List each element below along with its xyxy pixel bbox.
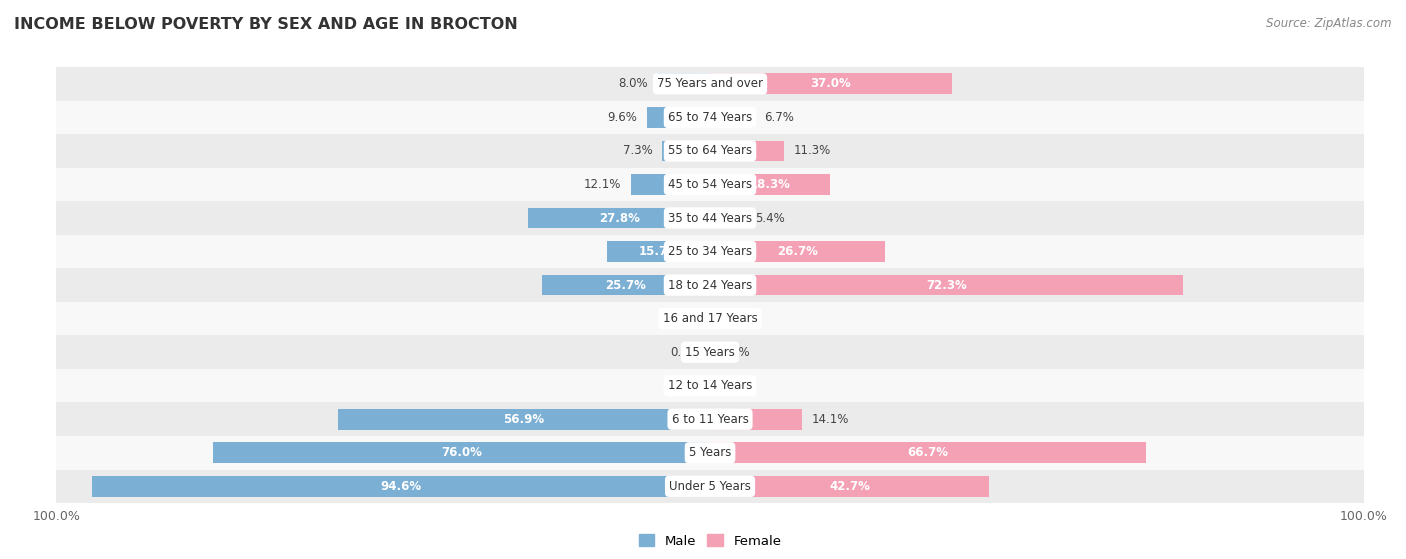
Bar — [56, 335, 1364, 369]
Bar — [56, 201, 1364, 235]
Text: 45 to 54 Years: 45 to 54 Years — [668, 178, 752, 191]
Bar — [91, 476, 710, 497]
Text: 26.7%: 26.7% — [778, 245, 818, 258]
Text: 5.4%: 5.4% — [755, 211, 785, 225]
Text: 11.3%: 11.3% — [794, 144, 831, 158]
Text: 14.1%: 14.1% — [813, 413, 849, 426]
Bar — [56, 67, 1364, 101]
Text: 0.0%: 0.0% — [720, 345, 749, 359]
Text: Under 5 Years: Under 5 Years — [669, 480, 751, 493]
Text: 12 to 14 Years: 12 to 14 Years — [668, 379, 752, 392]
Bar — [56, 101, 1364, 134]
Bar — [56, 302, 1364, 335]
Bar — [647, 107, 710, 128]
Bar — [710, 241, 884, 262]
Text: INCOME BELOW POVERTY BY SEX AND AGE IN BROCTON: INCOME BELOW POVERTY BY SEX AND AGE IN B… — [14, 17, 517, 32]
Text: 42.7%: 42.7% — [830, 480, 870, 493]
Bar — [56, 168, 1364, 201]
Bar — [214, 442, 710, 463]
Bar — [710, 140, 785, 162]
Text: 18 to 24 Years: 18 to 24 Years — [668, 278, 752, 292]
Bar — [529, 207, 710, 229]
Text: 72.3%: 72.3% — [927, 278, 967, 292]
Bar — [56, 402, 1364, 436]
Text: Source: ZipAtlas.com: Source: ZipAtlas.com — [1267, 17, 1392, 30]
Bar — [710, 409, 803, 430]
Bar — [56, 436, 1364, 470]
Bar — [56, 134, 1364, 168]
Legend: Male, Female: Male, Female — [633, 529, 787, 553]
Text: 9.6%: 9.6% — [607, 111, 637, 124]
Bar — [56, 470, 1364, 503]
Bar — [662, 140, 710, 162]
Bar — [710, 73, 952, 94]
Text: 6 to 11 Years: 6 to 11 Years — [672, 413, 748, 426]
Bar — [56, 235, 1364, 268]
Text: 15.7%: 15.7% — [638, 245, 679, 258]
Text: 56.9%: 56.9% — [503, 413, 544, 426]
Text: 5 Years: 5 Years — [689, 446, 731, 459]
Bar — [658, 73, 710, 94]
Text: 25.7%: 25.7% — [606, 278, 647, 292]
Bar — [710, 442, 1146, 463]
Text: 0.0%: 0.0% — [671, 345, 700, 359]
Bar — [56, 369, 1364, 402]
Text: 6.7%: 6.7% — [763, 111, 793, 124]
Text: 7.3%: 7.3% — [623, 144, 652, 158]
Text: 66.7%: 66.7% — [907, 446, 949, 459]
Text: 55 to 64 Years: 55 to 64 Years — [668, 144, 752, 158]
Text: 25 to 34 Years: 25 to 34 Years — [668, 245, 752, 258]
Text: 15 Years: 15 Years — [685, 345, 735, 359]
Text: 12.1%: 12.1% — [583, 178, 621, 191]
Bar — [541, 274, 710, 296]
Text: 65 to 74 Years: 65 to 74 Years — [668, 111, 752, 124]
Text: 0.0%: 0.0% — [671, 312, 700, 325]
Bar — [337, 409, 710, 430]
Text: 94.6%: 94.6% — [380, 480, 422, 493]
Bar — [710, 107, 754, 128]
Text: 37.0%: 37.0% — [811, 77, 852, 91]
Text: 8.0%: 8.0% — [619, 77, 648, 91]
Bar — [710, 174, 830, 195]
Bar — [710, 476, 990, 497]
Text: 0.0%: 0.0% — [671, 379, 700, 392]
Bar — [56, 268, 1364, 302]
Bar — [710, 207, 745, 229]
Text: 0.0%: 0.0% — [720, 379, 749, 392]
Bar — [631, 174, 710, 195]
Bar — [607, 241, 710, 262]
Bar — [710, 274, 1182, 296]
Text: 27.8%: 27.8% — [599, 211, 640, 225]
Text: 18.3%: 18.3% — [749, 178, 790, 191]
Text: 75 Years and over: 75 Years and over — [657, 77, 763, 91]
Text: 16 and 17 Years: 16 and 17 Years — [662, 312, 758, 325]
Text: 35 to 44 Years: 35 to 44 Years — [668, 211, 752, 225]
Text: 0.0%: 0.0% — [720, 312, 749, 325]
Text: 76.0%: 76.0% — [441, 446, 482, 459]
